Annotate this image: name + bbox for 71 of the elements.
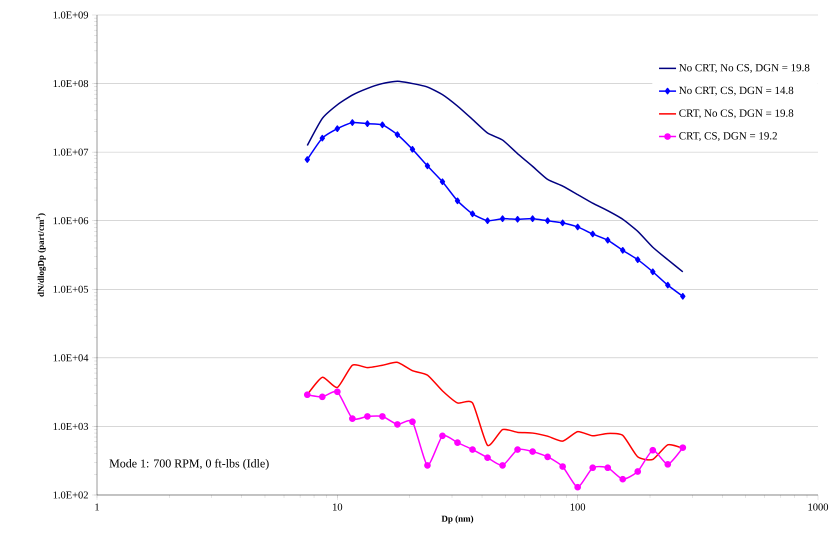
y-tick-label: 1.0E+08 bbox=[54, 80, 88, 88]
legend-label: CRT, CS, DGN = 19.2 bbox=[679, 132, 777, 142]
point bbox=[364, 120, 370, 128]
point bbox=[680, 292, 686, 300]
point bbox=[334, 388, 341, 396]
point bbox=[605, 236, 610, 244]
legend-label: CRT, No CS, DGN = 19.8 bbox=[679, 109, 794, 118]
point bbox=[440, 178, 446, 186]
point bbox=[379, 413, 386, 420]
point bbox=[424, 462, 431, 469]
point bbox=[334, 125, 340, 132]
point bbox=[559, 463, 566, 470]
point bbox=[349, 415, 356, 422]
point bbox=[560, 220, 566, 226]
point bbox=[304, 156, 310, 163]
x-tick-label: 1000 bbox=[808, 503, 828, 511]
x-tick-label: 100 bbox=[570, 503, 586, 511]
point bbox=[364, 413, 371, 420]
point bbox=[318, 394, 326, 400]
x-tick-label: 1 bbox=[95, 503, 99, 510]
point bbox=[469, 446, 476, 453]
point bbox=[439, 432, 446, 440]
point bbox=[590, 230, 596, 238]
legend-label: No CRT, CS, DGN = 14.8 bbox=[679, 86, 794, 96]
point bbox=[514, 216, 520, 223]
y-tick-label: 1.0E+06 bbox=[54, 217, 88, 224]
y-tick-label: 1.0E+05 bbox=[54, 286, 88, 293]
y-tick-label: 1.0E+04 bbox=[54, 354, 88, 362]
y-tick-label: 1.0E+03 bbox=[54, 422, 88, 430]
point bbox=[544, 454, 551, 460]
point bbox=[454, 197, 460, 204]
y-tick-label: 1.0E+09 bbox=[54, 11, 88, 19]
y-tick-label: 1.0E+07 bbox=[54, 148, 88, 156]
point bbox=[679, 444, 686, 452]
point bbox=[530, 215, 536, 222]
annotation: Mode 1: 700 RPM, 0 ft-lbs (Idle) bbox=[110, 458, 269, 470]
point bbox=[470, 210, 476, 218]
point bbox=[500, 215, 506, 222]
point bbox=[620, 246, 626, 254]
point bbox=[635, 256, 640, 264]
point bbox=[394, 131, 400, 138]
point bbox=[650, 268, 656, 276]
point bbox=[664, 460, 672, 468]
point bbox=[380, 122, 386, 128]
point bbox=[424, 162, 430, 170]
point bbox=[634, 468, 642, 475]
point bbox=[499, 462, 506, 469]
point bbox=[574, 224, 580, 230]
point bbox=[665, 282, 670, 288]
y-tick-label: 1.0E+02 bbox=[54, 491, 88, 499]
point bbox=[529, 448, 536, 455]
y-axis-title: dN/dlogDp (part/cm$^{3}$) bbox=[36, 213, 46, 297]
point bbox=[619, 476, 626, 483]
point bbox=[484, 217, 490, 224]
point bbox=[394, 421, 401, 428]
legend-label: No CRT, No CS, DGN = 19.8 bbox=[679, 64, 810, 73]
point bbox=[454, 439, 461, 446]
x-tick-label: 10 bbox=[333, 503, 342, 511]
point bbox=[589, 464, 596, 472]
point bbox=[649, 446, 656, 454]
point bbox=[544, 217, 550, 224]
point bbox=[350, 119, 356, 126]
x-axis-title: Dp (nm) bbox=[442, 515, 474, 524]
point bbox=[514, 446, 521, 453]
point bbox=[409, 418, 416, 426]
point bbox=[604, 464, 612, 472]
point bbox=[574, 484, 582, 491]
point bbox=[484, 454, 491, 462]
point bbox=[410, 146, 416, 153]
point bbox=[304, 391, 311, 398]
point bbox=[320, 134, 326, 142]
